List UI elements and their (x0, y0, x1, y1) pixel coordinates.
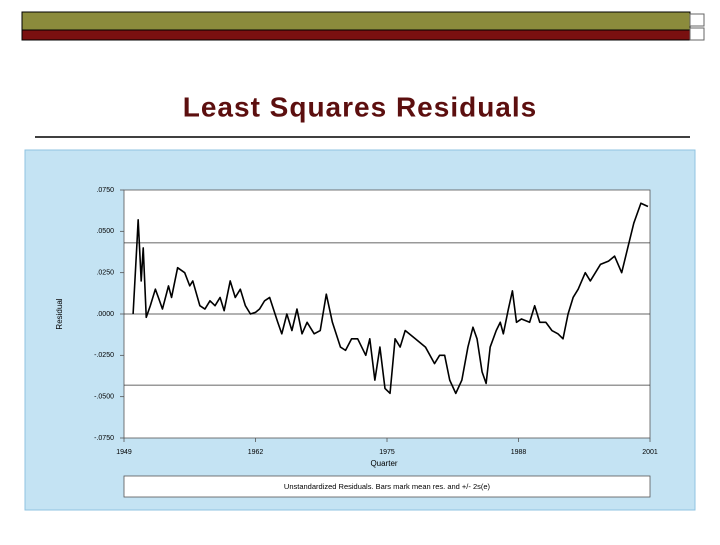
slide-title: Least Squares Residuals (183, 91, 537, 122)
header-square (689, 27, 705, 41)
y-axis-label: Residual (55, 298, 64, 329)
x-tick-label: 1949 (116, 449, 132, 456)
caption: Unstandardized Residuals. Bars mark mean… (284, 482, 491, 491)
y-tick-label: .0750 (96, 187, 114, 194)
header-stripe (21, 29, 691, 41)
x-axis-label: Quarter (370, 459, 397, 468)
y-tick-label: -.0750 (94, 435, 114, 442)
x-tick-label: 1962 (248, 449, 264, 456)
header-band (21, 11, 691, 31)
header-square (689, 13, 705, 27)
y-tick-label: -.0250 (94, 352, 114, 359)
plot: .0750.0500.0250.0000-.0250-.0500-.075019… (94, 187, 658, 456)
y-tick-label: .0500 (96, 228, 114, 235)
y-tick-label: .0250 (96, 270, 114, 277)
x-tick-label: 1975 (379, 449, 395, 456)
residual-line (132, 202, 649, 395)
x-tick-label: 1988 (511, 449, 527, 456)
caption-box (123, 475, 651, 498)
y-tick-label: .0000 (96, 311, 114, 318)
y-tick-label: -.0500 (94, 394, 114, 401)
x-tick-label: 2001 (642, 449, 658, 456)
